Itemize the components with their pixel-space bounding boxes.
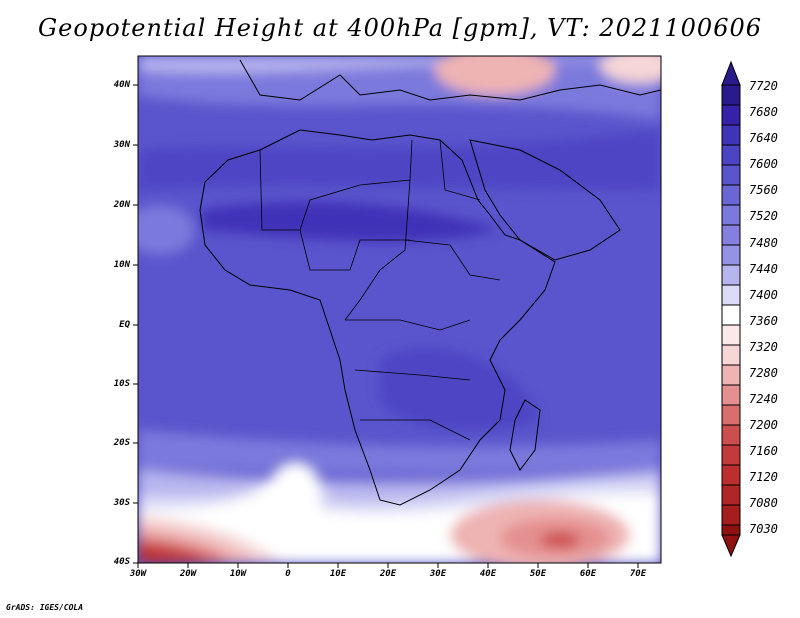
europe-coast <box>239 59 661 101</box>
y-tick-label: EQ <box>119 320 130 330</box>
colorbar-label: 7030 <box>749 522 778 536</box>
x-tick-label: 30W <box>129 569 147 579</box>
y-tick-label: 20N <box>113 200 130 210</box>
x-tick-label: 50E <box>529 569 547 579</box>
y-tick-label: 40N <box>113 80 130 90</box>
colorbar-label: 7440 <box>749 262 778 276</box>
x-tick-label: 30E <box>429 569 447 579</box>
plot-frame <box>137 55 662 564</box>
height-field <box>138 56 661 563</box>
colorbar-label: 7480 <box>749 236 778 250</box>
y-tick-label: 10S <box>113 379 130 389</box>
x-tick-label: 20W <box>179 569 197 579</box>
x-tick-label: 0 <box>285 569 291 579</box>
colorbar-label: 7080 <box>749 496 778 510</box>
colorbar-label: 7720 <box>749 79 778 93</box>
x-tick-label: 10E <box>329 569 347 579</box>
colorbar <box>721 60 741 558</box>
colorbar-label: 7600 <box>749 157 778 171</box>
colorbar-label: 7240 <box>749 392 778 406</box>
y-tick-label: 30S <box>113 498 130 508</box>
map-title: Geopotential Height at 400hPa [gpm], VT:… <box>38 14 762 42</box>
x-tick-label: 70E <box>629 569 647 579</box>
colorbar-label: 7640 <box>749 131 778 145</box>
y-tick-label: 10N <box>113 260 130 270</box>
colorbar-top-arrow <box>721 60 741 86</box>
arabia-outline <box>469 139 621 261</box>
colorbar-bottom-arrow <box>721 534 741 558</box>
colorbar-label: 7360 <box>749 314 778 328</box>
colorbar-label: 7320 <box>749 340 778 354</box>
y-tick-label: 30N <box>113 140 130 150</box>
colorbar-label: 7680 <box>749 105 778 119</box>
colorbar-label: 7560 <box>749 183 778 197</box>
country-borders <box>259 139 501 441</box>
colorbar-label: 7120 <box>749 470 778 484</box>
colorbar-label: 7280 <box>749 366 778 380</box>
x-tick-label: 40E <box>479 569 497 579</box>
x-tick-label: 10W <box>229 569 247 579</box>
colorbar-label: 7520 <box>749 209 778 223</box>
colorbar-label: 7400 <box>749 288 778 302</box>
x-tick-label: 20E <box>379 569 397 579</box>
colorbar-label: 7160 <box>749 444 778 458</box>
axis-ticks <box>133 84 639 568</box>
madagascar-outline <box>509 399 541 471</box>
coastline <box>199 129 556 506</box>
x-tick-label: 60E <box>579 569 597 579</box>
y-tick-label: 40S <box>113 557 130 567</box>
grads-credit: GrADS: IGES/COLA <box>6 603 84 612</box>
colorbar-label: 7200 <box>749 418 778 432</box>
y-tick-label: 20S <box>113 438 130 448</box>
